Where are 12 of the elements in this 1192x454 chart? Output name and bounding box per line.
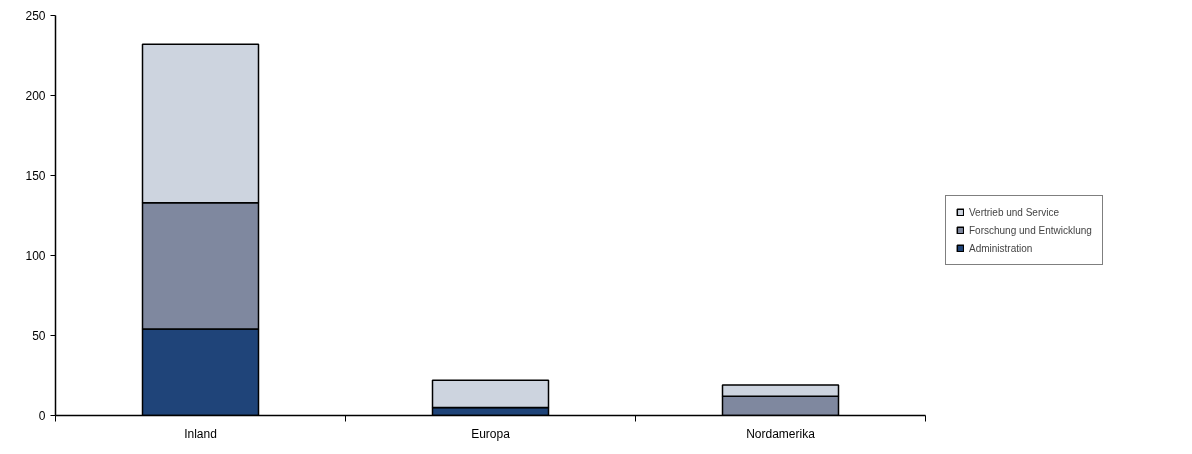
x-tick-label: Europa — [471, 426, 511, 441]
y-tick-label: 200 — [25, 89, 46, 103]
y-tick-label: 0 — [38, 409, 46, 423]
legend-label: Forschung und Entwicklung — [969, 224, 1092, 236]
legend-label: Vertrieb und Service — [969, 206, 1060, 218]
x-tick-label: Inland — [184, 426, 217, 441]
y-tick-label: 100 — [25, 249, 46, 263]
y-tick-label: 250 — [25, 9, 46, 23]
x-tick-label: Nordamerika — [746, 426, 816, 441]
y-tick-label: 50 — [32, 329, 46, 343]
y-tick-label: 150 — [25, 169, 46, 183]
legend-label: Administration — [969, 242, 1033, 254]
